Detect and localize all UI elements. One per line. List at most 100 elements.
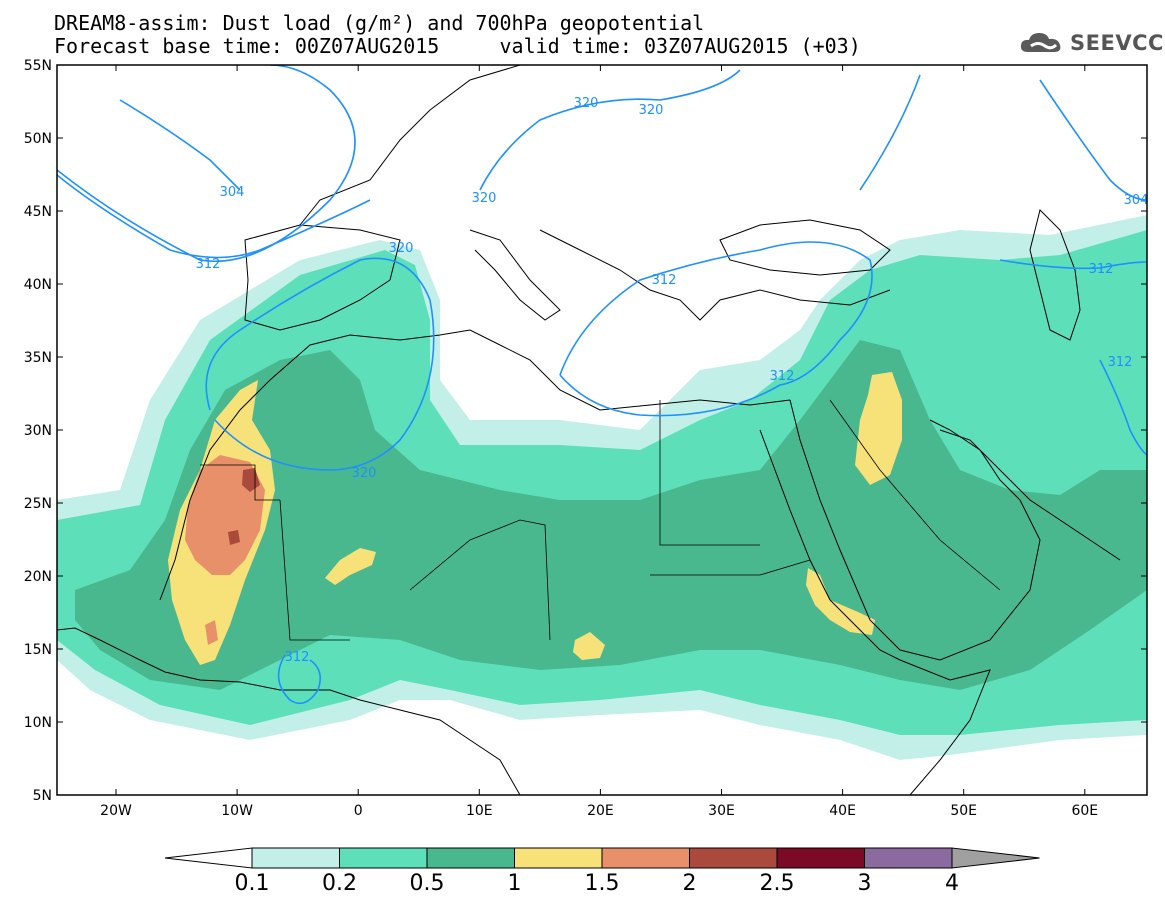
- colorbar-swatch: [776, 847, 865, 869]
- contour-320-west: [205, 257, 435, 471]
- geopotential-contours: [57, 65, 1147, 705]
- border-1: [279, 499, 350, 641]
- colorbar-swatch: [601, 847, 690, 869]
- contour-label: 312: [196, 257, 221, 272]
- coast-europe: [299, 65, 521, 226]
- colorbar-label: 1.5: [585, 871, 620, 896]
- colorbar-swatch: [339, 847, 428, 869]
- colorbar-label: 2.5: [760, 871, 795, 896]
- colorbar-swatch: [514, 847, 603, 869]
- chart-title: DREAM8-assim: Dust load (g/m²) and 700hP…: [54, 11, 705, 35]
- contour-304-east: [1039, 79, 1147, 201]
- lon-label: 10E: [466, 803, 493, 819]
- colorbar-label: 2: [683, 871, 697, 896]
- coastlines: [57, 65, 1121, 795]
- contour-label: 320: [389, 241, 414, 256]
- lat-label: 10N: [24, 715, 52, 731]
- lat-label: 35N: [24, 350, 52, 366]
- colorbar-label: 0.1: [235, 871, 270, 896]
- contour-label: 312: [1108, 355, 1133, 370]
- logo-text: SEEVCCC: [1070, 31, 1165, 55]
- coast-balkans: [539, 229, 891, 321]
- latitude-axis: 55N 50N 45N 40N 35N 30N 25N 20N 15N 10N 5N: [24, 58, 1147, 804]
- colorbar: 0.1 0.2 0.5 1 1.5 2 2.5 3 4: [164, 847, 1040, 896]
- lat-label: 40N: [24, 277, 52, 293]
- coast-caspian: [1029, 209, 1081, 341]
- coast-persian-gulf: [939, 429, 1121, 561]
- contour-312-west: [57, 174, 371, 259]
- colorbar-min-arrow: [164, 847, 253, 869]
- border-2: [409, 519, 551, 641]
- dust-contour-1-sudan: [806, 568, 875, 635]
- contour-labels: 304 320 320 320 304 312 320 312 312 320 …: [196, 96, 1149, 665]
- lon-label: 20W: [100, 803, 132, 819]
- contour-label: 312: [1089, 262, 1114, 277]
- border-4: [650, 559, 811, 576]
- dust-contour-1-iraq: [855, 372, 902, 485]
- dust-contour-2: [242, 468, 260, 492]
- colorbar-label: 4: [945, 871, 959, 896]
- contour-label: 304: [220, 185, 245, 200]
- lat-label: 15N: [24, 642, 52, 658]
- coast-north-africa: [499, 344, 791, 411]
- lon-label: 30E: [708, 803, 735, 819]
- lon-label: 60E: [1071, 803, 1098, 819]
- colorbar-swatch: [251, 847, 340, 869]
- contour-label: 320: [472, 191, 497, 206]
- seevccc-logo: SEEVCCC: [1018, 28, 1165, 58]
- longitude-axis: 20W 10W 0 10E 20E 30E 40E 50E 60E: [100, 65, 1098, 819]
- lat-label: 25N: [24, 496, 52, 512]
- coast-arabia: [789, 399, 1041, 661]
- colorbar-label: 0.2: [322, 871, 357, 896]
- contour-320-east: [559, 241, 873, 417]
- contour-label: 320: [352, 466, 377, 481]
- lat-label: 20N: [24, 569, 52, 585]
- contour-312-iran: [1099, 359, 1147, 456]
- border-6: [200, 464, 280, 501]
- contour-label: 304: [1124, 193, 1149, 208]
- coast-red-sea: [759, 429, 901, 661]
- dust-contour-2-b: [228, 530, 240, 545]
- contour-304-small: [119, 99, 241, 191]
- dust-contour-1-chad: [573, 632, 605, 660]
- colorbar-label: 0.5: [410, 871, 445, 896]
- lat-label: 45N: [24, 204, 52, 220]
- lon-label: 10W: [221, 803, 253, 819]
- contour-320-europe: [479, 69, 741, 191]
- contour-label: 320: [574, 96, 599, 111]
- coast-black-sea: [719, 219, 891, 276]
- lon-label: 20E: [587, 803, 614, 819]
- dust-contour-1-libya: [325, 548, 376, 585]
- contour-312-africa: [277, 654, 321, 705]
- colorbar-max-arrow: [951, 847, 1040, 869]
- lon-label: 40E: [829, 803, 856, 819]
- contour-label: 320: [639, 103, 664, 118]
- cloud-icon: [1020, 33, 1061, 52]
- lat-label: 5N: [33, 788, 52, 804]
- colorbar-swatch: [864, 847, 953, 869]
- colorbar-swatch: [426, 847, 515, 869]
- lat-label: 55N: [24, 58, 52, 74]
- contour-312-east: [859, 74, 921, 191]
- lon-label: 0: [354, 803, 363, 819]
- coast-horn: [899, 659, 991, 795]
- coast-africa: [57, 627, 521, 795]
- dust-field: [57, 215, 1147, 760]
- lat-label: 30N: [24, 423, 52, 439]
- contour-label: 312: [770, 369, 795, 384]
- coast-italy: [469, 229, 561, 321]
- contour-label: 312: [652, 273, 677, 288]
- border-3: [659, 400, 760, 546]
- contour-label: 312: [285, 650, 310, 665]
- lat-label: 50N: [24, 131, 52, 147]
- contour-312-caspian: [999, 259, 1147, 270]
- dust-contour-1.5-south: [205, 620, 218, 645]
- border-5: [829, 399, 1001, 591]
- coast-iberia: [244, 224, 401, 331]
- colorbar-label: 1: [508, 871, 522, 896]
- chart-subtitle: Forecast base time: 00Z07AUG2015 valid t…: [54, 34, 861, 58]
- coast-nw-africa: [159, 329, 501, 601]
- contour-304-west: [57, 65, 356, 262]
- colorbar-swatch: [689, 847, 778, 869]
